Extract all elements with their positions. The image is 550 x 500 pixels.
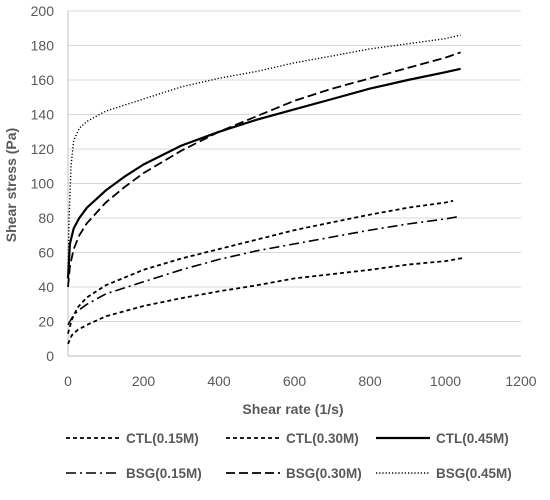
x-tick-label: 800 bbox=[358, 373, 382, 389]
x-tick-label: 1000 bbox=[430, 373, 461, 389]
x-tick-label: 200 bbox=[132, 373, 156, 389]
tick-labels: 0 20 40 60 80 100 120 140 160 180 200 0 200 400 600 800… bbox=[31, 3, 537, 389]
y-tick-label: 140 bbox=[31, 107, 55, 123]
y-tick-label: 180 bbox=[31, 38, 55, 54]
x-axis-label: Shear rate (1/s) bbox=[242, 401, 343, 417]
series-line-ctl-0-30m- bbox=[67, 199, 454, 334]
y-tick-label: 60 bbox=[38, 245, 54, 261]
x-tick-label: 1200 bbox=[505, 373, 536, 389]
legend-label: CTL(0.15M) bbox=[126, 431, 199, 446]
y-tick-label: 100 bbox=[31, 176, 55, 192]
series-lines bbox=[66, 34, 465, 345]
series-line-ctl-0-15m- bbox=[67, 256, 465, 345]
legend-item: BSG(0.45M) bbox=[376, 466, 512, 481]
y-tick-label: 120 bbox=[31, 141, 55, 157]
y-tick-label: 40 bbox=[38, 279, 54, 295]
grid-lines bbox=[68, 10, 521, 322]
y-tick-label: 0 bbox=[46, 348, 54, 364]
y-tick-label: 200 bbox=[31, 3, 55, 19]
series-line-bsg-0-30m- bbox=[67, 51, 461, 288]
legend-label: BSG(0.30M) bbox=[286, 466, 362, 481]
legend-item: CTL(0.45M) bbox=[376, 431, 509, 446]
legend-item: CTL(0.15M) bbox=[66, 431, 199, 446]
legend-item: BSG(0.15M) bbox=[66, 466, 202, 481]
legend-label: BSG(0.15M) bbox=[126, 466, 202, 481]
legend-label: BSG(0.45M) bbox=[436, 466, 512, 481]
x-tick-label: 600 bbox=[283, 373, 307, 389]
series-line-ctl-0-45m- bbox=[66, 67, 461, 279]
y-tick-label: 160 bbox=[31, 72, 55, 88]
x-tick-label: 0 bbox=[64, 373, 72, 389]
series-line-bsg-0-15m- bbox=[67, 215, 461, 326]
legend: CTL(0.15M) CTL(0.30M) CTL(0.45M) BSG(0.15M)… bbox=[66, 431, 512, 481]
series-line-bsg-0-45m- bbox=[67, 34, 461, 270]
legend-item: BSG(0.30M) bbox=[226, 466, 362, 481]
legend-label: CTL(0.45M) bbox=[436, 431, 509, 446]
legend-item: CTL(0.30M) bbox=[226, 431, 359, 446]
axes bbox=[67, 11, 521, 357]
y-axis-label: Shear stress (Pa) bbox=[3, 128, 19, 242]
y-tick-label: 80 bbox=[38, 210, 54, 226]
legend-label: CTL(0.30M) bbox=[286, 431, 359, 446]
y-tick-label: 20 bbox=[38, 314, 54, 330]
x-tick-label: 400 bbox=[207, 373, 231, 389]
